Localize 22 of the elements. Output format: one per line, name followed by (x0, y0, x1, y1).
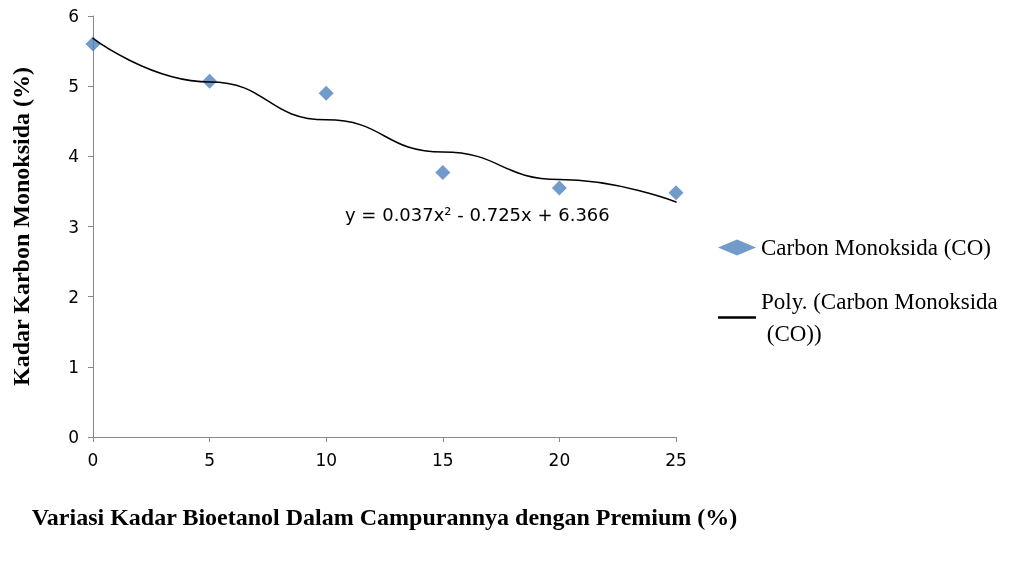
annotation: y = 0.037x² - 0.725x + 6.366 (345, 203, 610, 225)
x-tick-label: 5 (204, 449, 216, 470)
legend-label: Carbon Monoksida (CO) (761, 235, 991, 260)
y-axis-title: Kadar Karbon Monoksida (%) (8, 67, 34, 386)
point (551, 180, 567, 196)
y-tick-label: 5 (68, 76, 79, 97)
x-tick-label: 15 (431, 449, 454, 470)
y-tick-label: 0 (68, 427, 79, 447)
y-tick-label: 3 (68, 216, 79, 237)
point (668, 185, 684, 201)
x-tick-label: 20 (548, 449, 571, 470)
y-tick-label: 6 (68, 6, 79, 26)
x-tick-label: 10 (315, 449, 338, 470)
point (318, 85, 334, 101)
x-tick-label: 25 (665, 449, 687, 470)
y-tick-label: 1 (68, 356, 79, 377)
point (435, 164, 451, 180)
legend-label: Poly. (Carbon Monoksida (CO)) (761, 289, 998, 346)
x-axis-title: Variasi Kadar Bioetanol Dalam Campurannya dengan Premium (%) (31, 504, 738, 530)
y-tick-label: 4 (68, 146, 79, 167)
y-tick-label: 2 (68, 286, 79, 307)
x-tick-label: 0 (87, 449, 99, 470)
